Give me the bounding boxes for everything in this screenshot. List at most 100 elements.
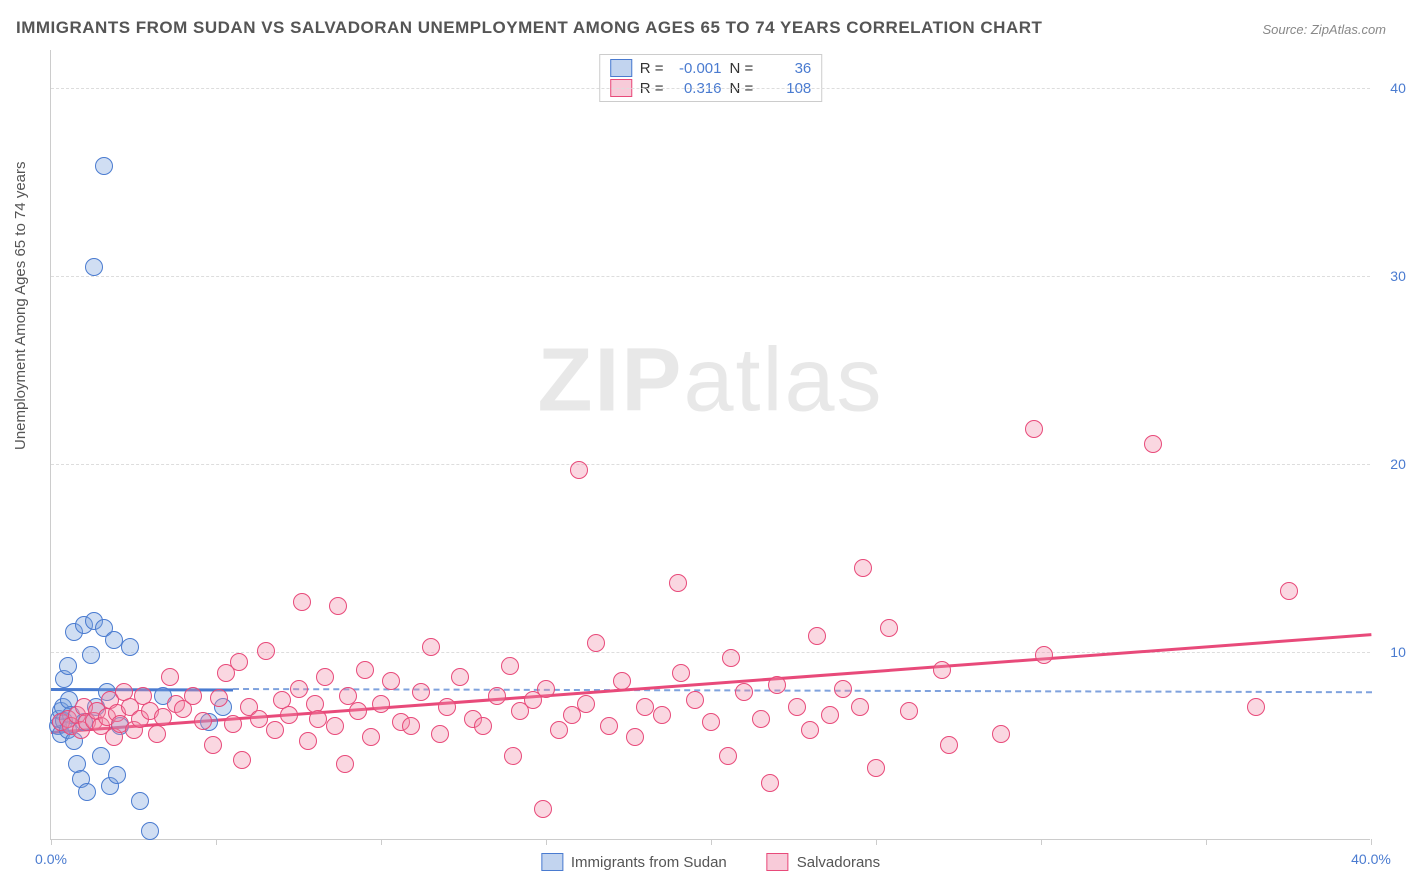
point-salvadoran	[250, 710, 268, 728]
point-salvadoran	[577, 695, 595, 713]
gridline	[51, 276, 1370, 277]
point-salvadoran	[834, 680, 852, 698]
point-salvadoran	[372, 695, 390, 713]
point-salvadoran	[451, 668, 469, 686]
x-tick	[381, 839, 382, 845]
x-tick	[1371, 839, 1372, 845]
point-salvadoran	[233, 751, 251, 769]
point-salvadoran	[880, 619, 898, 637]
x-tick	[876, 839, 877, 845]
point-sudan	[92, 747, 110, 765]
point-salvadoran	[362, 728, 380, 746]
gridline	[51, 652, 1370, 653]
point-salvadoran	[686, 691, 704, 709]
point-salvadoran	[402, 717, 420, 735]
x-tick	[1206, 839, 1207, 845]
point-salvadoran	[808, 627, 826, 645]
watermark-light: atlas	[683, 331, 883, 431]
point-salvadoran	[867, 759, 885, 777]
trend-line	[232, 688, 1371, 693]
point-salvadoran	[613, 672, 631, 690]
source-attribution: Source: ZipAtlas.com	[1262, 22, 1386, 37]
point-salvadoran	[537, 680, 555, 698]
point-salvadoran	[280, 706, 298, 724]
swatch-pink-icon	[767, 853, 789, 871]
point-salvadoran	[550, 721, 568, 739]
point-salvadoran	[653, 706, 671, 724]
y-axis-label: Unemployment Among Ages 65 to 74 years	[12, 161, 29, 450]
point-salvadoran	[600, 717, 618, 735]
point-salvadoran	[788, 698, 806, 716]
point-salvadoran	[854, 559, 872, 577]
point-salvadoran	[504, 747, 522, 765]
correlation-stats-box: R = -0.001 N = 36 R = 0.316 N = 108	[599, 54, 823, 102]
point-salvadoran	[940, 736, 958, 754]
x-tick	[1041, 839, 1042, 845]
point-sudan	[85, 258, 103, 276]
point-salvadoran	[933, 661, 951, 679]
y-tick-label: 40.0%	[1390, 80, 1406, 96]
point-salvadoran	[768, 676, 786, 694]
point-salvadoran	[210, 689, 228, 707]
point-salvadoran	[266, 721, 284, 739]
x-tick-label: 0.0%	[35, 851, 67, 867]
r-value-sudan: -0.001	[672, 60, 722, 77]
point-salvadoran	[161, 668, 179, 686]
legend-item-sudan: Immigrants from Sudan	[541, 853, 727, 871]
point-salvadoran	[224, 715, 242, 733]
point-sudan	[95, 157, 113, 175]
point-salvadoran	[431, 725, 449, 743]
swatch-blue-icon	[610, 59, 632, 77]
r-label: R =	[640, 60, 664, 77]
gridline	[51, 464, 1370, 465]
point-salvadoran	[672, 664, 690, 682]
point-salvadoran	[488, 687, 506, 705]
point-salvadoran	[761, 774, 779, 792]
point-sudan	[108, 766, 126, 784]
point-salvadoran	[204, 736, 222, 754]
x-tick	[216, 839, 217, 845]
point-salvadoran	[501, 657, 519, 675]
point-sudan	[78, 783, 96, 801]
point-sudan	[82, 646, 100, 664]
point-salvadoran	[356, 661, 374, 679]
point-salvadoran	[349, 702, 367, 720]
point-salvadoran	[1144, 435, 1162, 453]
point-salvadoran	[821, 706, 839, 724]
watermark-bold: ZIP	[537, 331, 683, 431]
point-sudan	[105, 631, 123, 649]
scatter-plot-area: ZIPatlas R = -0.001 N = 36 R = 0.316 N =…	[50, 50, 1370, 840]
point-sudan	[121, 638, 139, 656]
point-salvadoran	[669, 574, 687, 592]
point-salvadoran	[752, 710, 770, 728]
point-salvadoran	[626, 728, 644, 746]
point-salvadoran	[474, 717, 492, 735]
y-tick-label: 30.0%	[1390, 268, 1406, 284]
point-salvadoran	[702, 713, 720, 731]
n-label: N =	[730, 60, 754, 77]
legend-label: Salvadorans	[797, 854, 880, 871]
legend-bottom: Immigrants from Sudan Salvadorans	[541, 853, 880, 871]
point-salvadoran	[326, 717, 344, 735]
legend-label: Immigrants from Sudan	[571, 854, 727, 871]
point-salvadoran	[1035, 646, 1053, 664]
point-salvadoran	[230, 653, 248, 671]
point-salvadoran	[900, 702, 918, 720]
n-value-sudan: 36	[761, 60, 811, 77]
point-salvadoran	[412, 683, 430, 701]
point-salvadoran	[422, 638, 440, 656]
point-salvadoran	[587, 634, 605, 652]
chart-title: IMMIGRANTS FROM SUDAN VS SALVADORAN UNEM…	[16, 18, 1042, 38]
point-salvadoran	[851, 698, 869, 716]
point-salvadoran	[722, 649, 740, 667]
point-salvadoran	[1025, 420, 1043, 438]
point-salvadoran	[570, 461, 588, 479]
point-salvadoran	[293, 593, 311, 611]
point-salvadoran	[992, 725, 1010, 743]
point-salvadoran	[438, 698, 456, 716]
point-salvadoran	[309, 710, 327, 728]
y-tick-label: 10.0%	[1390, 644, 1406, 660]
point-salvadoran	[336, 755, 354, 773]
point-salvadoran	[194, 712, 212, 730]
watermark: ZIPatlas	[537, 330, 883, 433]
